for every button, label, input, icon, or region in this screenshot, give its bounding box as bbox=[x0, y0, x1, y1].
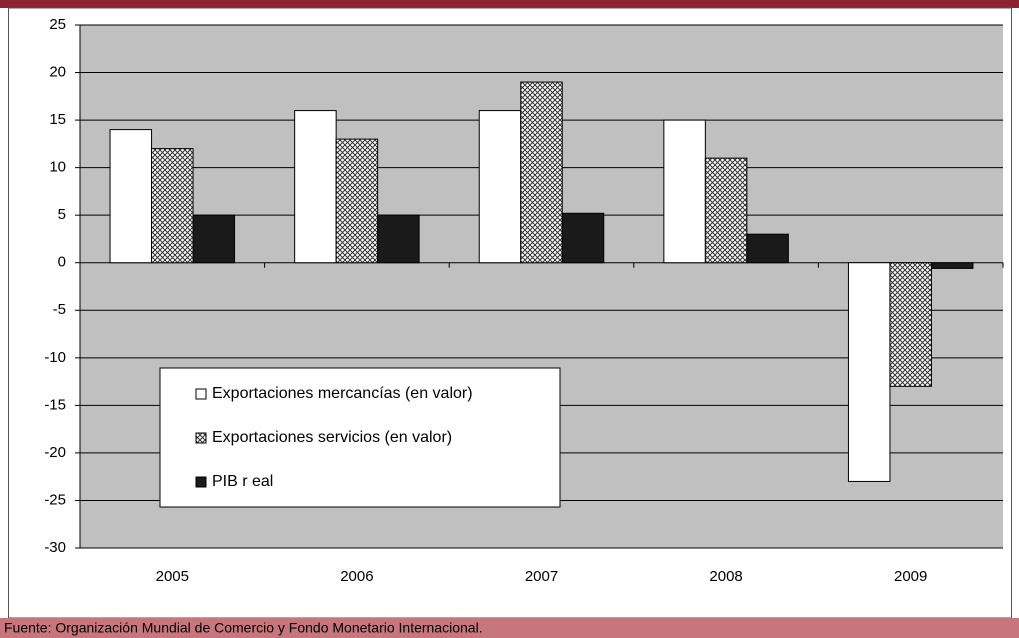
bar bbox=[704, 157, 748, 264]
bar bbox=[930, 262, 974, 269]
bar bbox=[478, 110, 522, 264]
y-tick-label: 15 bbox=[49, 111, 66, 128]
bar bbox=[746, 233, 789, 264]
bar bbox=[192, 214, 236, 264]
x-tick-label: 2008 bbox=[709, 568, 742, 585]
bar bbox=[520, 81, 563, 264]
x-tick-label: 2009 bbox=[894, 568, 927, 585]
x-tick-label: 2007 bbox=[525, 568, 558, 585]
y-tick-label: -5 bbox=[53, 301, 66, 318]
x-tick-label: 2005 bbox=[156, 568, 189, 585]
bar bbox=[377, 214, 420, 264]
source-note: Fuente: Organización Mundial de Comercio… bbox=[4, 620, 483, 636]
y-tick-label: 0 bbox=[58, 254, 66, 271]
x-tick-label: 2006 bbox=[340, 568, 373, 585]
legend-label: Exportaciones mercancías (en valor) bbox=[212, 385, 473, 402]
y-tick-label: 5 bbox=[58, 206, 66, 223]
legend-swatch bbox=[195, 476, 207, 488]
footer-bar bbox=[0, 618, 1019, 638]
y-tick-label: -15 bbox=[44, 396, 66, 413]
y-tick-label: -20 bbox=[44, 444, 66, 461]
bar bbox=[561, 212, 605, 264]
bar bbox=[294, 110, 337, 264]
bar bbox=[151, 148, 194, 264]
legend-box bbox=[159, 367, 561, 508]
bar bbox=[335, 138, 379, 264]
bar bbox=[109, 129, 153, 264]
legend-label: PIB r eal bbox=[212, 473, 273, 490]
legend-swatch bbox=[195, 388, 207, 400]
bar bbox=[847, 262, 891, 482]
y-tick-label: 20 bbox=[49, 64, 66, 81]
legend-swatch bbox=[195, 432, 207, 444]
y-tick-label: 25 bbox=[49, 16, 66, 33]
y-tick-label: -25 bbox=[44, 491, 66, 508]
bar bbox=[663, 119, 706, 264]
bar bbox=[889, 262, 932, 387]
y-tick-label: 10 bbox=[49, 159, 66, 176]
y-tick-label: -10 bbox=[44, 349, 66, 366]
top-bar bbox=[0, 0, 1019, 8]
legend-label: Exportaciones servicios (en valor) bbox=[212, 429, 452, 446]
y-tick-label: -30 bbox=[44, 539, 66, 556]
